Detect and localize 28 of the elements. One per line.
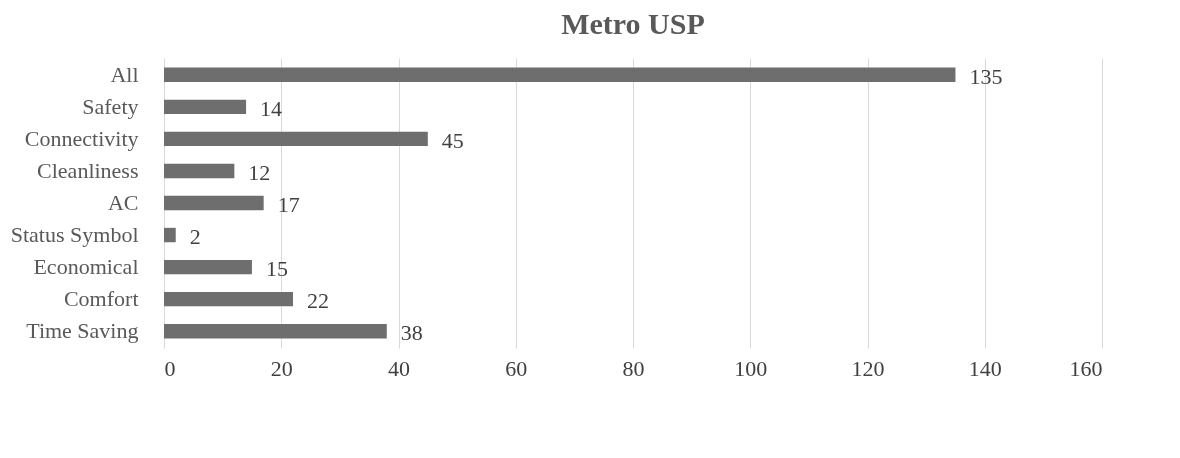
data-label: 12 [248,159,271,185]
y-tick-label: Safety [82,93,139,119]
x-tick-label: 20 [270,355,293,381]
data-label: 15 [265,256,288,282]
data-label: 45 [441,127,464,153]
y-tick-label: Status Symbol [10,222,139,248]
data-label: 2 [189,224,201,250]
data-label: 17 [277,192,300,217]
data-label: 14 [260,95,283,121]
y-tick-label: AC [107,190,139,215]
y-tick-label: Time Saving [26,318,139,344]
data-label: 22 [306,288,329,314]
y-tick-label: Connectivity [24,125,139,151]
x-tick-label: 140 [968,355,1002,381]
chart-title: Metro USP [561,7,705,40]
y-tick-label: All [110,61,139,87]
x-tick-label: 60 [505,355,528,381]
x-tick-label: 80 [622,355,645,381]
data-label: 38 [400,320,423,346]
x-tick-label: 120 [851,355,885,381]
x-tick-label: 160 [1069,355,1103,381]
x-tick-label: 0 [164,355,176,381]
y-tick-label: Economical [33,254,139,280]
x-tick-label: 100 [734,355,768,381]
x-tick-label: 40 [388,355,410,381]
y-tick-label: Comfort [63,286,139,312]
y-tick-label: Cleanliness [37,157,139,183]
data-label: 135 [969,63,1003,89]
